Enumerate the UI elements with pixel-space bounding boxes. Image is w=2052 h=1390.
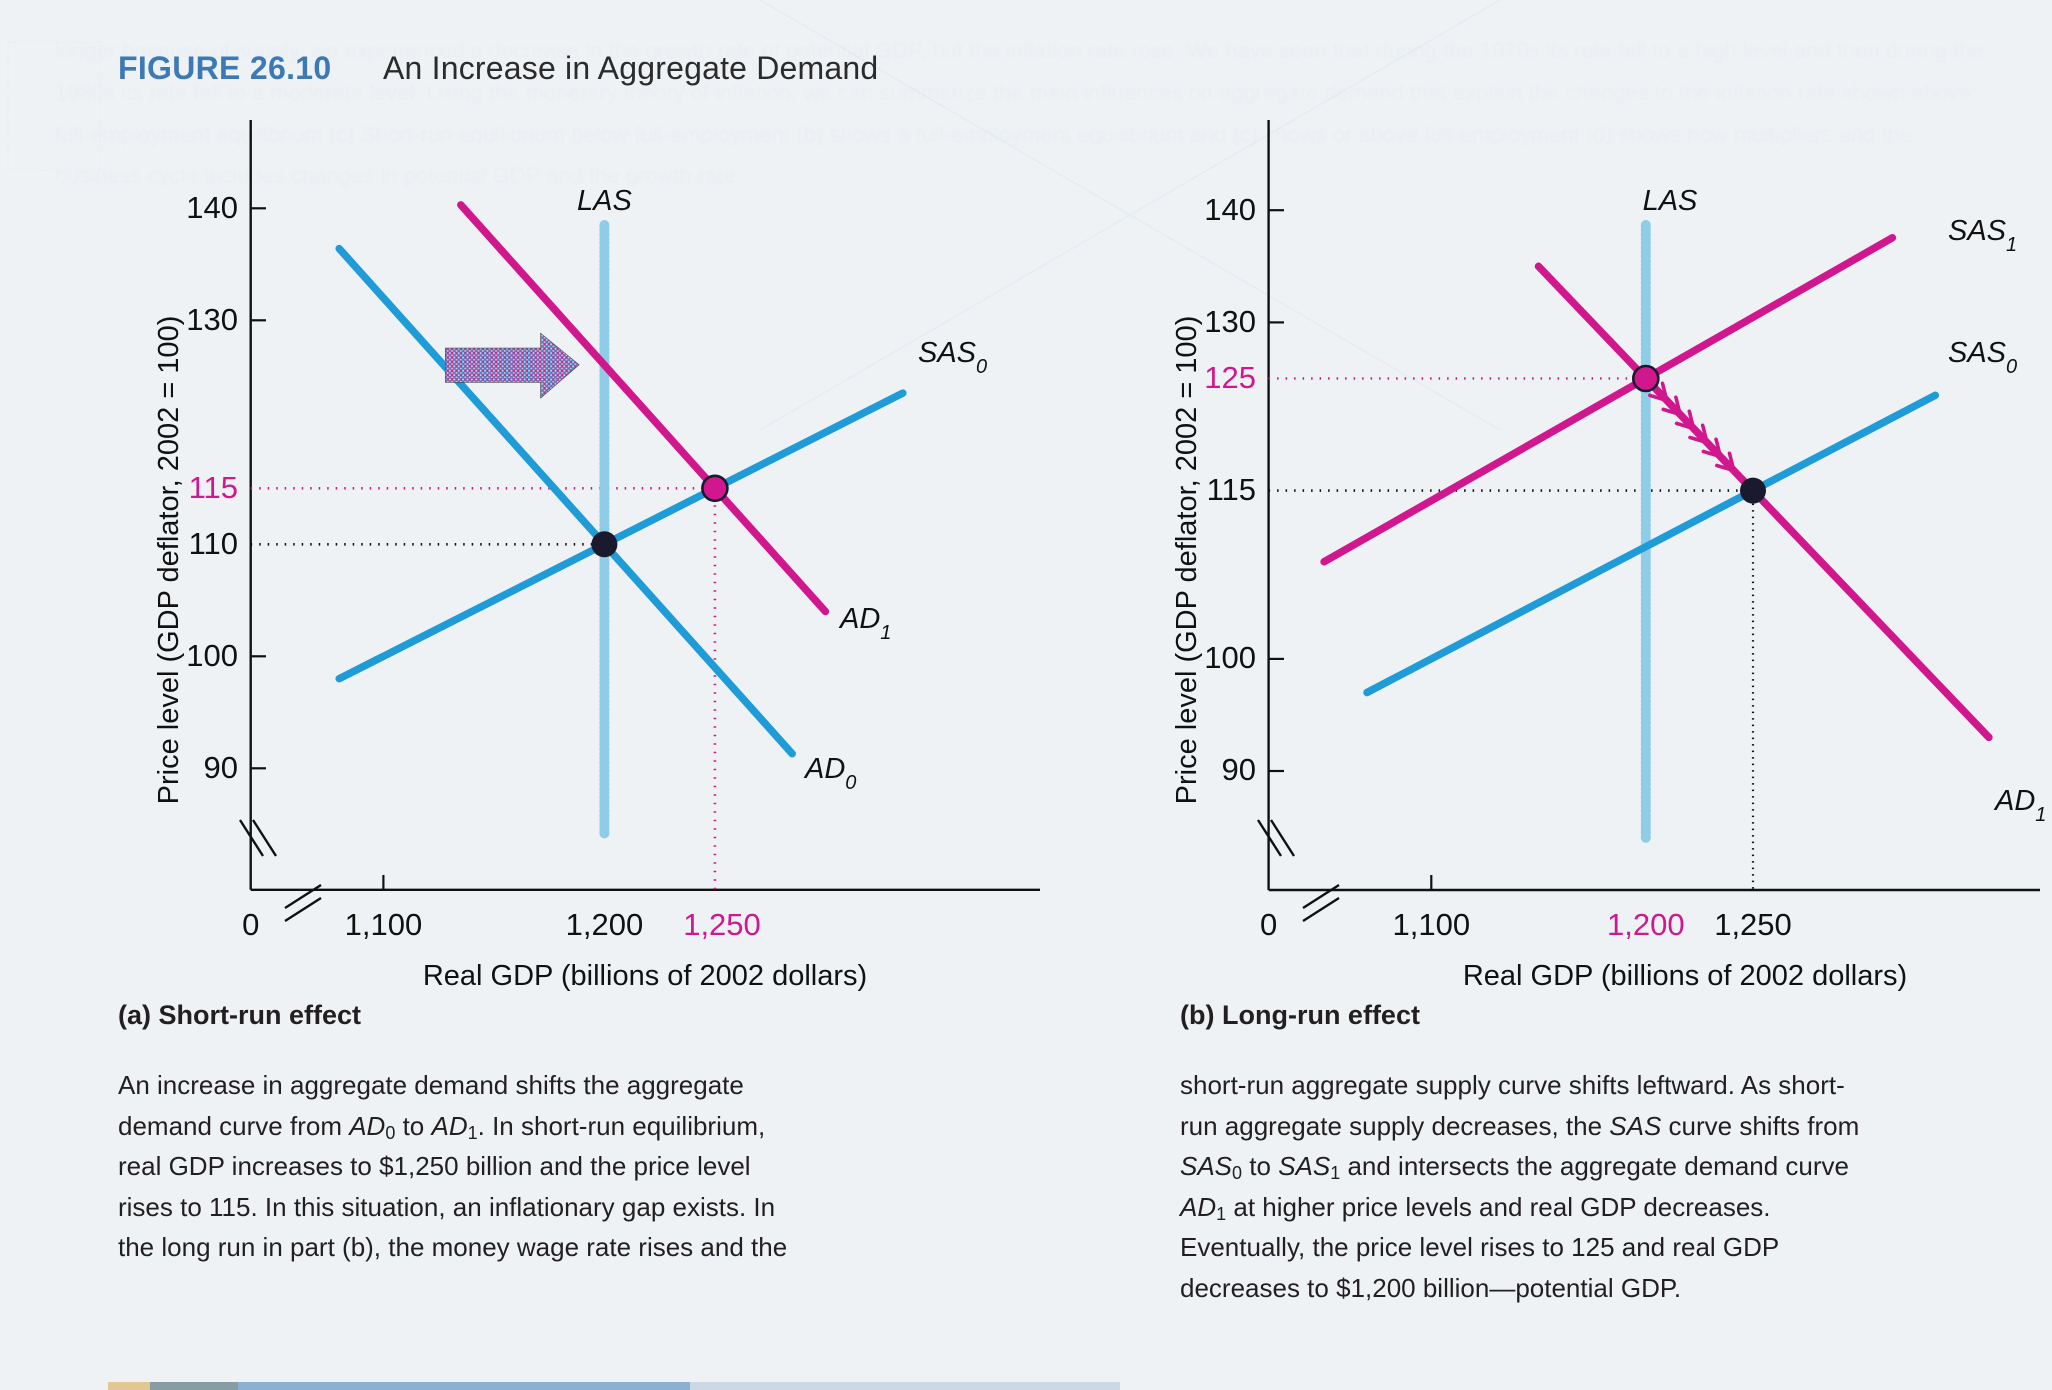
svg-text:1,200: 1,200 [1607, 907, 1685, 942]
svg-text:0: 0 [1260, 907, 1277, 942]
svg-text:Real GDP (billions of 2002 dol: Real GDP (billions of 2002 dollars) [423, 960, 867, 992]
svg-text:90: 90 [1222, 752, 1256, 787]
svg-text:SAS1: SAS1 [1948, 215, 2017, 256]
svg-text:AD1: AD1 [838, 603, 891, 644]
svg-text:130: 130 [1204, 304, 1256, 339]
svg-text:Real GDP (billions of 2002 dol: Real GDP (billions of 2002 dollars) [1463, 960, 1907, 992]
svg-text:140: 140 [186, 190, 238, 225]
svg-text:SAS0: SAS0 [1948, 337, 2017, 378]
svg-text:100: 100 [1204, 640, 1256, 675]
svg-text:LAS: LAS [1643, 185, 1698, 217]
svg-text:90: 90 [204, 750, 238, 785]
svg-text:Price level (GDP deflator, 200: Price level (GDP deflator, 2002 = 100) [153, 316, 185, 805]
svg-text:1,100: 1,100 [1393, 907, 1471, 942]
svg-text:1,250: 1,250 [683, 907, 761, 942]
svg-text:140: 140 [1204, 192, 1256, 227]
svg-text:130: 130 [186, 302, 238, 337]
svg-text:LAS: LAS [577, 185, 632, 217]
svg-text:1,100: 1,100 [345, 907, 423, 942]
svg-text:110: 110 [189, 526, 238, 561]
svg-text:1,200: 1,200 [566, 907, 644, 942]
svg-text:Price level (GDP deflator, 200: Price level (GDP deflator, 2002 = 100) [1171, 316, 1203, 805]
svg-text:100: 100 [186, 638, 238, 673]
svg-text:115: 115 [189, 470, 238, 505]
svg-text:AD1: AD1 [1993, 785, 2046, 826]
svg-text:125: 125 [1204, 360, 1256, 395]
svg-text:1,250: 1,250 [1714, 907, 1792, 942]
svg-text:AD0: AD0 [803, 753, 856, 794]
svg-text:115: 115 [1207, 472, 1256, 507]
svg-text:SAS0: SAS0 [918, 337, 987, 378]
svg-text:0: 0 [242, 907, 259, 942]
